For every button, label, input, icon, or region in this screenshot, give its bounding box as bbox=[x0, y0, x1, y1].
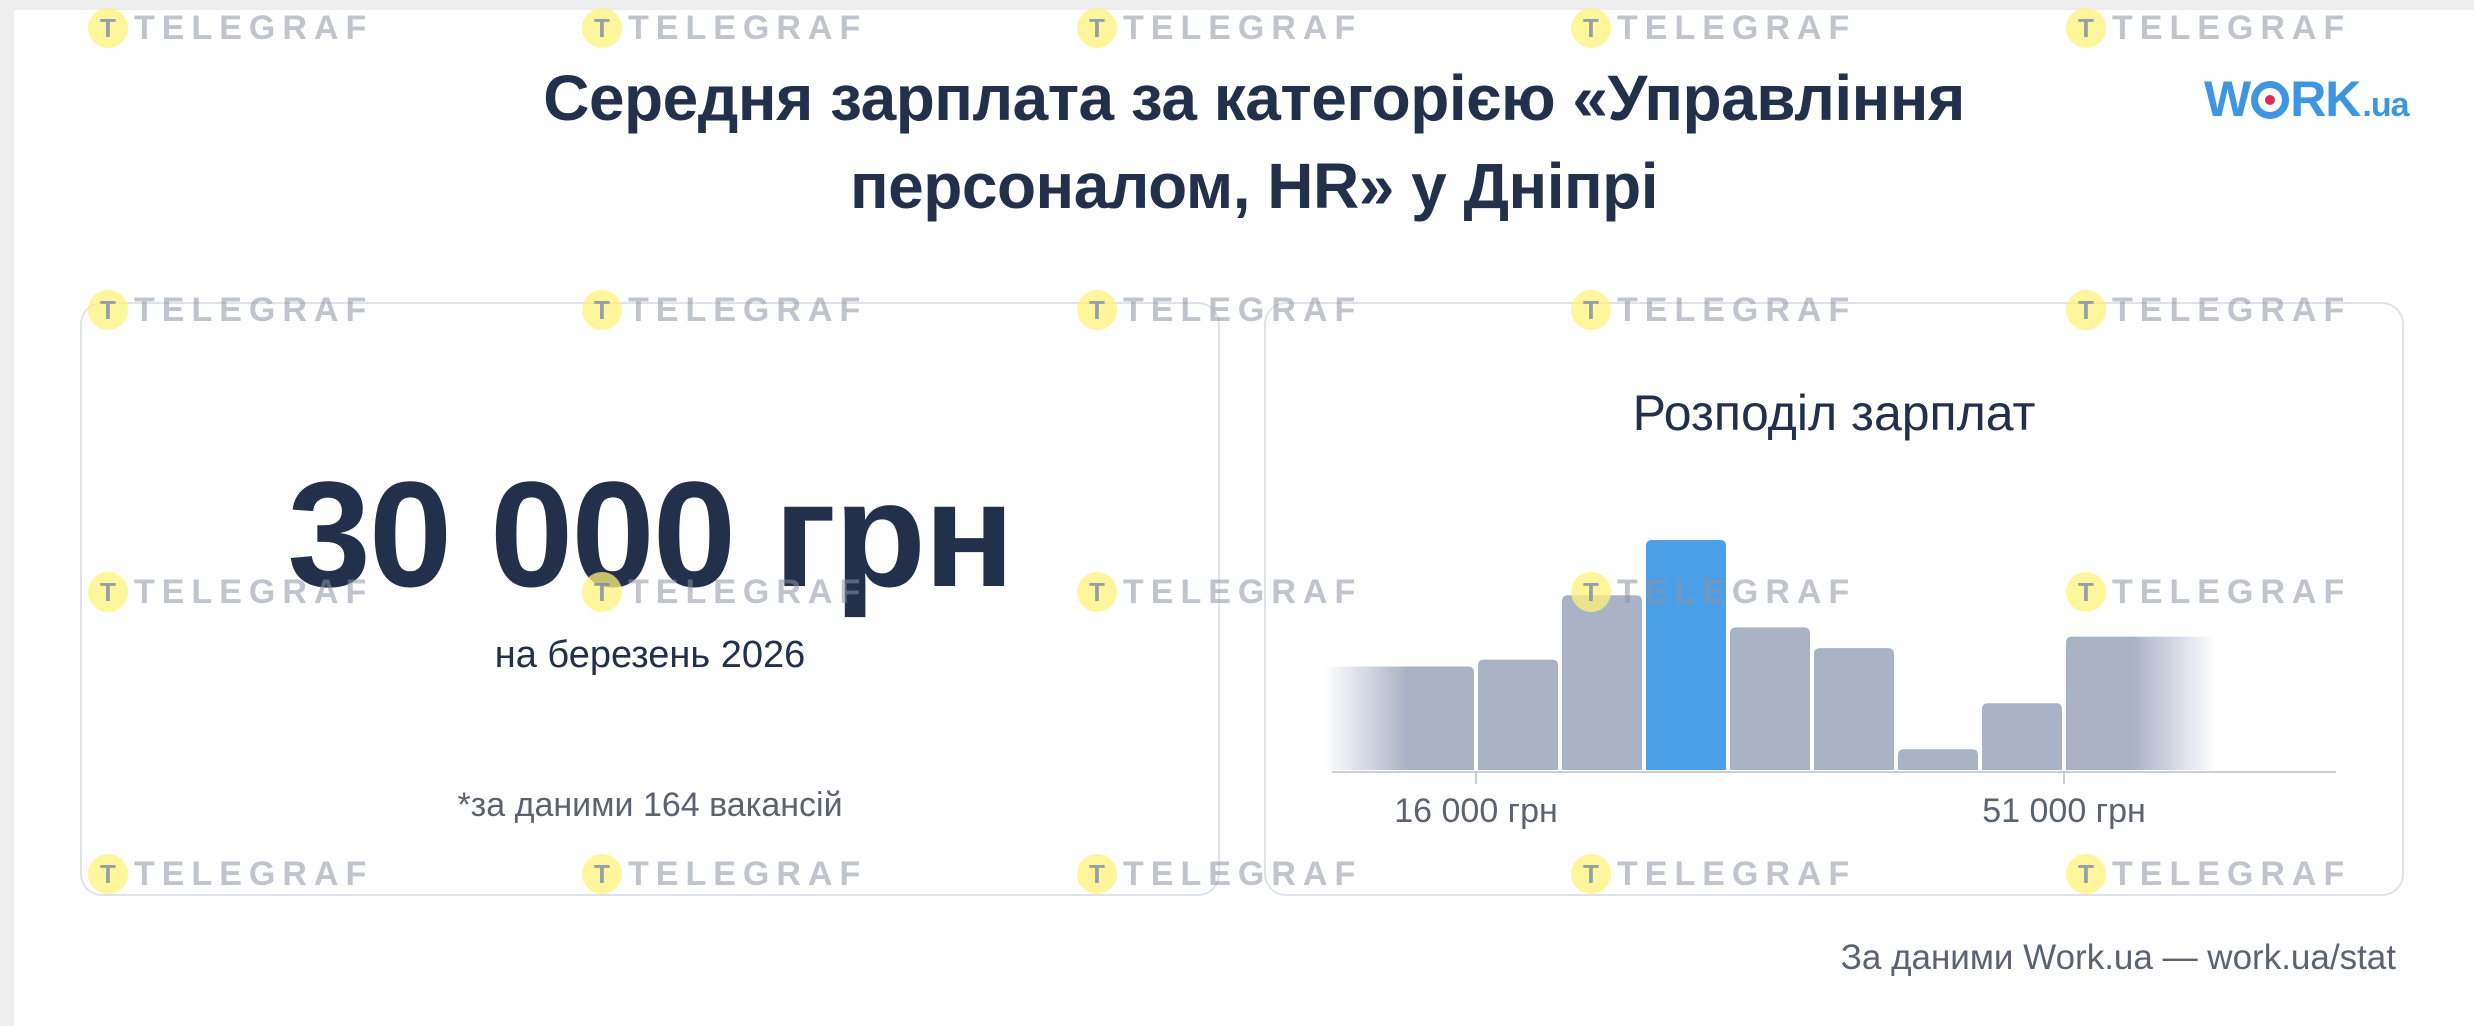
histogram-bar-highlighted bbox=[1646, 540, 1726, 770]
histogram-bar bbox=[1562, 595, 1642, 770]
title-line-1: Середня зарплата за категорією «Управлін… bbox=[543, 62, 1965, 134]
histogram-bar bbox=[1814, 648, 1894, 770]
histogram-bar bbox=[1898, 749, 1978, 770]
histogram-bar bbox=[1730, 627, 1810, 770]
average-salary-card: 30 000 грн на березень 2026 *за даними 1… bbox=[80, 302, 1220, 896]
logo-letters-rk: RK bbox=[2290, 71, 2361, 127]
salary-date: на березень 2026 bbox=[494, 634, 806, 676]
chart-title: Розподіл зарплат bbox=[1632, 385, 2036, 441]
vacancies-note: *за даними 164 вакансій bbox=[457, 786, 843, 824]
logo-letter-w: W bbox=[2204, 71, 2251, 127]
source-note: За даними Work.ua — work.ua/stat bbox=[1840, 938, 2396, 977]
title-line-2: персоналом, HR» у Дніпрі bbox=[850, 150, 1659, 222]
x-tick-label: 51 000 грн bbox=[1982, 792, 2146, 830]
infographic: Середня зарплата за категорією «Управлін… bbox=[14, 10, 2474, 1026]
work-ua-logo: W RK .ua bbox=[2204, 70, 2410, 130]
histogram-bar bbox=[2066, 636, 2216, 770]
histogram-bar bbox=[1982, 703, 2062, 770]
logo-target-icon bbox=[2251, 81, 2290, 119]
salary-distribution-card: Розподіл зарплат 16 000 грн 51 000 грн bbox=[1264, 302, 2404, 896]
salary-histogram: 16 000 грн 51 000 грн bbox=[1324, 540, 2336, 830]
histogram-bar bbox=[1324, 666, 1474, 770]
histogram-bar bbox=[1478, 659, 1558, 770]
average-salary-value: 30 000 грн bbox=[287, 450, 1014, 618]
logo-domain: .ua bbox=[2362, 86, 2409, 124]
page-title: Середня зарплата за категорією «Управлін… bbox=[414, 54, 2094, 230]
x-tick-label: 16 000 грн bbox=[1394, 792, 1558, 830]
